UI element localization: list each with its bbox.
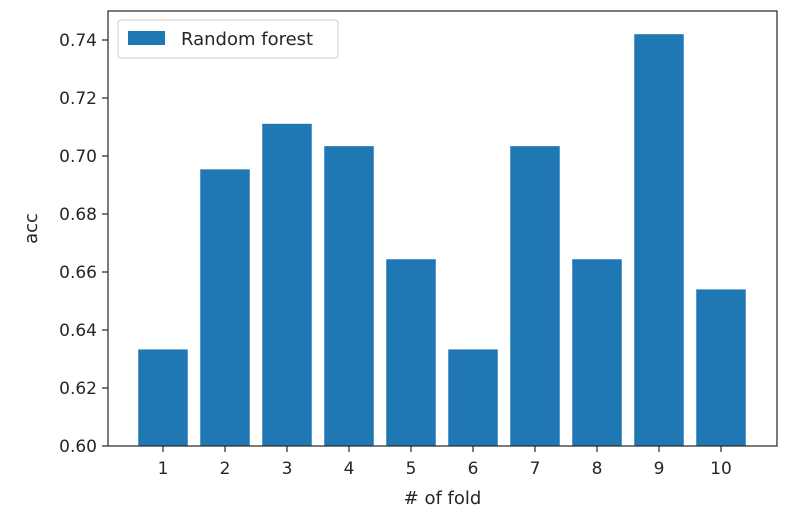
x-axis-label: # of fold <box>404 488 482 509</box>
bar-fold-4 <box>324 146 374 446</box>
bar-fold-3 <box>262 123 312 446</box>
y-tick-label: 0.60 <box>59 437 97 457</box>
x-tick-label: 1 <box>158 459 169 479</box>
x-tick-label: 7 <box>530 459 541 479</box>
bar-fold-8 <box>572 259 622 446</box>
x-tick-label: 3 <box>282 459 293 479</box>
legend-box <box>117 19 339 59</box>
x-tick-label: 2 <box>220 459 231 479</box>
bars-group <box>138 34 746 446</box>
legend-swatch <box>128 31 165 45</box>
y-tick-label: 0.74 <box>59 31 97 51</box>
y-tick-label: 0.68 <box>59 205 97 225</box>
legend: Random forest <box>117 19 339 59</box>
x-tick-label: 9 <box>654 459 665 479</box>
x-axis: 1 2 3 4 5 6 7 8 9 10 <box>158 446 732 479</box>
y-tick-label: 0.62 <box>59 379 97 399</box>
legend-label: Random forest <box>181 29 313 50</box>
bar-fold-2 <box>200 169 250 446</box>
x-tick-label: 6 <box>468 459 479 479</box>
y-axis: 0.60 0.62 0.64 0.66 0.68 0.70 0.72 0.74 <box>59 31 108 457</box>
bar-fold-6 <box>448 349 498 446</box>
plot-frame <box>107 10 778 447</box>
x-tick-label: 10 <box>710 459 732 479</box>
x-tick-label: 4 <box>344 459 355 479</box>
y-axis-label: acc <box>21 213 42 244</box>
y-tick-label: 0.66 <box>59 263 97 283</box>
bar-fold-10 <box>696 289 746 446</box>
bar-fold-5 <box>386 259 436 446</box>
x-tick-label: 5 <box>406 459 417 479</box>
bar-fold-1 <box>138 349 188 446</box>
x-tick-label: 8 <box>592 459 603 479</box>
bar-fold-9 <box>634 34 684 446</box>
y-tick-label: 0.72 <box>59 89 97 109</box>
y-tick-label: 0.70 <box>59 147 97 167</box>
y-tick-label: 0.64 <box>59 321 97 341</box>
bar-fold-7 <box>510 146 560 446</box>
